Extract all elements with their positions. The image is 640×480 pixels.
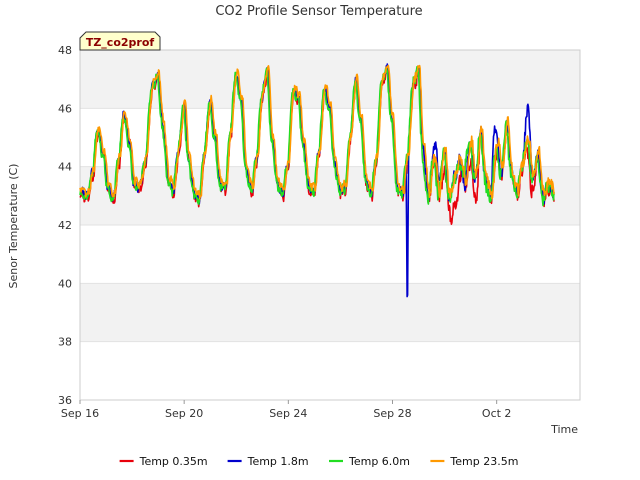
x-tick-label: Sep 20	[165, 407, 203, 420]
x-tick-label: Sep 28	[373, 407, 411, 420]
y-tick-label: 44	[58, 161, 72, 174]
y-axis-label: Senor Temperature (C)	[7, 164, 20, 289]
y-tick-label: 48	[58, 44, 72, 57]
band-40-42	[80, 225, 580, 284]
legend-label: Temp 6.0m	[348, 455, 410, 468]
y-tick-label: 36	[58, 394, 72, 407]
x-tick-label: Sep 24	[269, 407, 307, 420]
x-tick-label: Sep 16	[61, 407, 99, 420]
x-tick-label: Oct 2	[482, 407, 512, 420]
x-axis-label: Time	[550, 423, 578, 436]
y-tick-label: 42	[58, 219, 72, 232]
series-line-temp-6-0m	[79, 66, 555, 207]
band-36-38	[80, 341, 580, 400]
chart-title: CO2 Profile Sensor Temperature	[215, 4, 422, 19]
legend-label: Temp 1.8m	[247, 455, 309, 468]
band-46-48	[80, 50, 580, 109]
badge-text: TZ_co2prof	[86, 36, 155, 49]
y-tick-label: 38	[58, 336, 72, 349]
series-line-temp-23-5m	[79, 64, 555, 200]
y-tick-label: 40	[58, 277, 72, 290]
series-layer	[79, 63, 555, 298]
legend: Temp 0.35m Temp 1.8m Temp 6.0m Temp 23.5m	[119, 455, 518, 468]
legend-label: Temp 0.35m	[139, 455, 208, 468]
band-42-44	[80, 166, 580, 225]
plot-frame	[79, 49, 581, 401]
band-38-40	[80, 283, 580, 342]
y-tick-label: 46	[58, 102, 72, 115]
legend-label: Temp 23.5m	[449, 455, 518, 468]
chart-badge: TZ_co2prof	[79, 31, 161, 51]
y-axis-ticks: 36 38 40 42 44 46 48	[58, 44, 72, 407]
badge-box	[79, 31, 161, 51]
x-axis-ticks: Sep 16 Sep 20 Sep 24 Sep 28 Oct 2	[61, 400, 512, 420]
